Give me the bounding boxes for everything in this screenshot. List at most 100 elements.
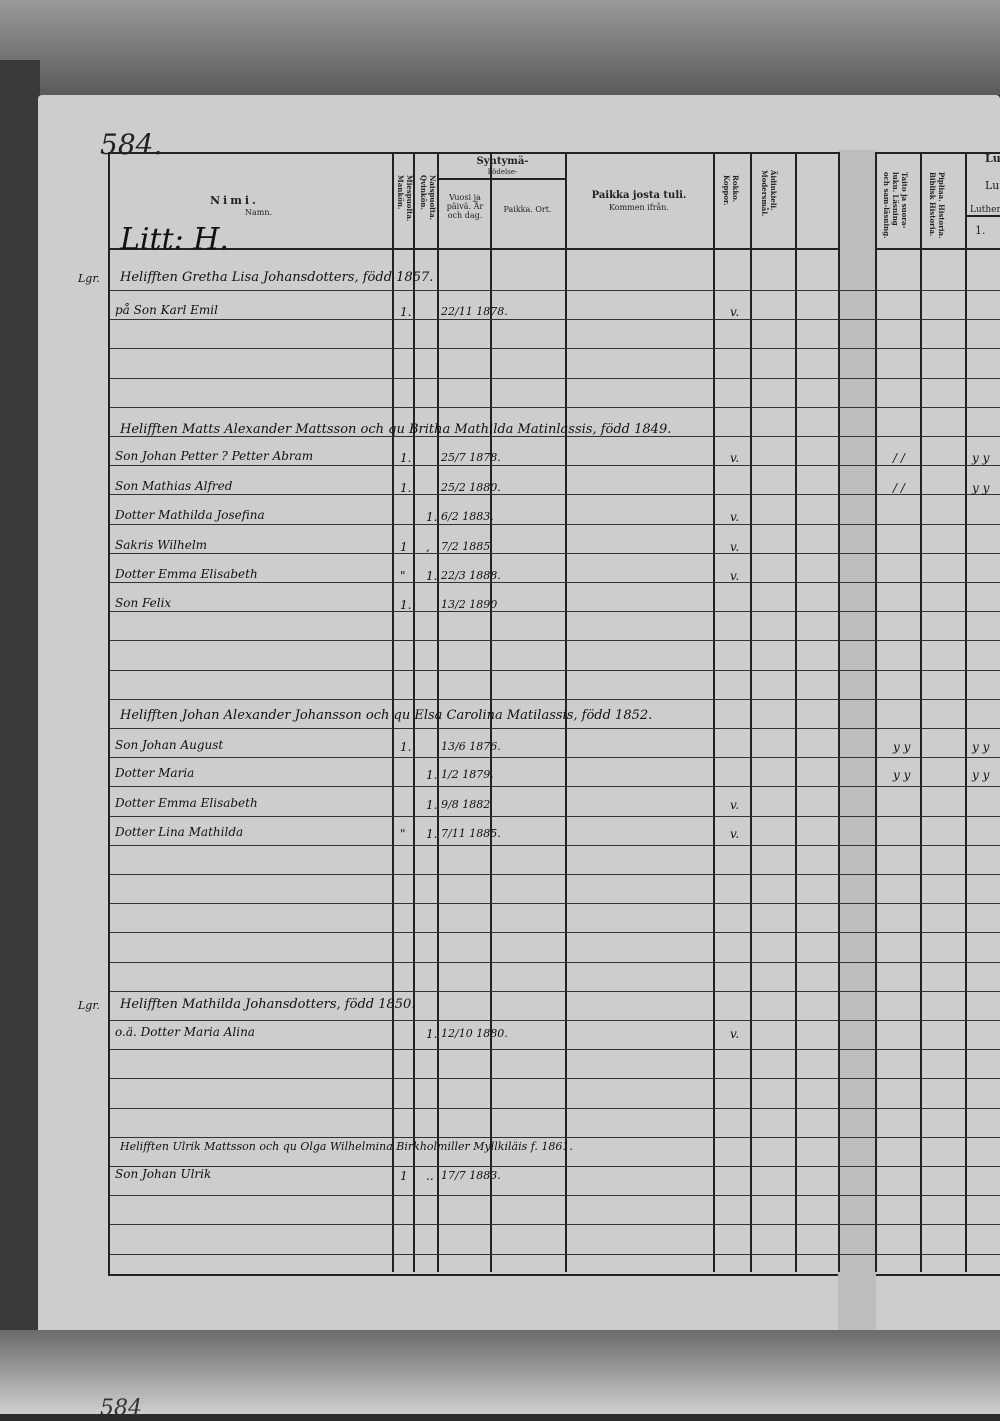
row-rule xyxy=(110,1166,1000,1167)
female-mark: 1. xyxy=(426,1027,438,1041)
column-rule xyxy=(413,152,415,1272)
male-mark: 1. xyxy=(400,740,412,754)
row-rule xyxy=(110,699,1000,700)
column-rule xyxy=(750,152,752,1272)
header-name-sv: Namn. xyxy=(245,208,273,217)
row-rule xyxy=(110,378,1000,379)
birth-date: 22/3 1888. xyxy=(441,569,501,582)
household-member: Son Johan Petter ? Petter Abram xyxy=(115,449,314,463)
smallpox-mark: v. xyxy=(730,1027,740,1041)
page-number: 584. xyxy=(100,128,163,161)
household-member: Dotter Emma Elisabeth xyxy=(115,567,258,581)
male-mark: 1 xyxy=(400,1169,408,1183)
birth-date: 17/7 1883. xyxy=(441,1169,501,1182)
reading-mark: / / xyxy=(893,451,905,465)
smallpox-mark: v. xyxy=(730,569,740,583)
birth-date: 7/11 1885. xyxy=(441,827,501,840)
row-rule xyxy=(110,348,1000,349)
header-rule xyxy=(437,178,565,180)
household-head: Helifften Gretha Lisa Johansdotters, föd… xyxy=(120,270,434,285)
column-rule xyxy=(838,152,840,1272)
header-luther-mid: Lut xyxy=(985,179,1000,192)
header-male: Miespuolta. Mankön. xyxy=(396,175,414,222)
male-mark: 1. xyxy=(400,598,412,612)
header-rule xyxy=(965,215,1000,217)
male-mark: 1 xyxy=(400,540,408,554)
household-member: på Son Karl Emil xyxy=(115,303,218,317)
female-mark: , xyxy=(426,540,430,554)
row-rule xyxy=(110,991,1000,992)
row-rule xyxy=(110,874,1000,875)
column-rule xyxy=(795,152,797,1272)
register-table xyxy=(108,152,1000,1276)
header-luther: Luther xyxy=(970,205,1000,215)
row-rule xyxy=(110,640,1000,641)
column-rule xyxy=(392,152,394,1272)
household-head: Helifften Johan Alexander Johansson och … xyxy=(120,708,653,723)
column-rule xyxy=(565,152,567,1272)
female-mark: .. xyxy=(426,1169,434,1183)
column-rule xyxy=(713,152,715,1272)
margin-note: Lgr. xyxy=(78,999,100,1012)
header-language: Äidinkieli. Modersmål. xyxy=(760,170,778,217)
smallpox-mark: v. xyxy=(730,827,740,841)
scan-background-bottom xyxy=(0,1330,1000,1414)
smallpox-mark: v. xyxy=(730,305,740,319)
next-page-number: 584 xyxy=(100,1396,142,1421)
luther-mark: y y xyxy=(972,740,990,754)
birth-date: 12/10 1880. xyxy=(441,1027,508,1040)
birth-date: 22/11 1878. xyxy=(441,305,508,318)
luther-mark: y y xyxy=(972,768,990,782)
column-rule xyxy=(437,152,439,1272)
header-rule xyxy=(875,248,1000,250)
header-reading: Taito ja suora-luku. Läsning och sam-läs… xyxy=(882,172,909,239)
household-member: Sakris Wilhelm xyxy=(115,538,208,552)
male-mark: " xyxy=(400,827,406,841)
row-rule xyxy=(110,611,1000,612)
header-birth-fi: Syntymä- xyxy=(476,156,529,167)
header-date: Vuosi ja päivä. År och dag. xyxy=(446,193,484,221)
birth-date: 7/2 1885 xyxy=(441,540,491,553)
household-head: Helifften Ulrik Mattsson och qu Olga Wil… xyxy=(120,1140,573,1153)
row-rule xyxy=(110,1224,1000,1225)
male-mark: 1. xyxy=(400,481,412,495)
household-member: Son Johan Ulrik xyxy=(115,1167,212,1181)
row-rule xyxy=(110,845,1000,846)
row-rule xyxy=(110,290,1000,291)
scan-background-top xyxy=(0,0,1000,95)
birth-date: 9/8 1882 xyxy=(441,798,491,811)
row-rule xyxy=(110,582,1000,583)
row-rule xyxy=(110,786,1000,787)
male-mark: 1. xyxy=(400,305,412,319)
header-bible: Pipliaa. Historia. Biblisk Historia. xyxy=(928,172,946,239)
header-smallpox: Rokko. Koppor. xyxy=(722,175,740,206)
household-head: Helifften Mathilda Johansdotters, född 1… xyxy=(120,997,416,1012)
header-from-sv: Kommen ifrån. xyxy=(609,203,669,212)
column-rule xyxy=(965,152,967,1272)
header-birth-sv: Födelse- xyxy=(487,168,518,176)
row-rule xyxy=(110,1195,1000,1196)
row-rule xyxy=(110,1137,1000,1138)
header-luther-top: Lu xyxy=(985,152,1000,165)
birth-date: 1/2 1879. xyxy=(441,768,494,781)
smallpox-mark: v. xyxy=(730,451,740,465)
female-mark: 1. xyxy=(426,827,438,841)
household-member: Dotter Emma Elisabeth xyxy=(115,796,258,810)
female-mark: 1. xyxy=(426,768,438,782)
header-female: Naispuolta. Qvinkön. xyxy=(419,175,437,221)
row-rule xyxy=(110,757,1000,758)
female-mark: 1. xyxy=(426,510,438,524)
row-rule xyxy=(110,962,1000,963)
header-place: Paikka. Ort. xyxy=(503,205,552,214)
row-rule xyxy=(110,903,1000,904)
birth-date: 13/2 1890 xyxy=(441,598,498,611)
column-rule xyxy=(920,152,922,1272)
header-luther-col1: 1. xyxy=(975,224,986,237)
row-rule xyxy=(110,1020,1000,1021)
birth-date: 6/2 1883. xyxy=(441,510,494,523)
row-rule xyxy=(110,407,1000,408)
birth-date: 13/6 1876. xyxy=(441,740,501,753)
household-head: Helifften Matts Alexander Mattsson och q… xyxy=(120,422,672,437)
column-rule xyxy=(490,152,492,1272)
reading-mark: y y xyxy=(893,768,911,782)
